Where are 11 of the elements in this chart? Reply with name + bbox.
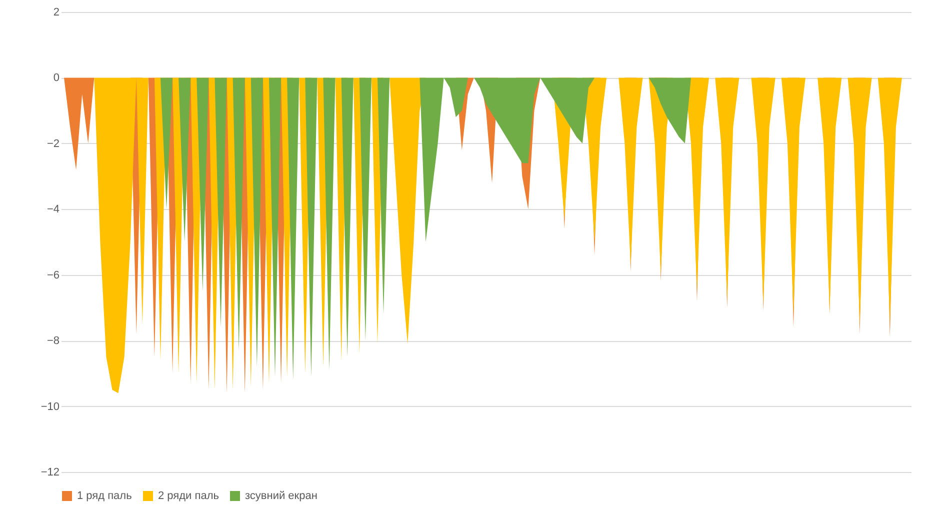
y-tick-label: −8	[46, 335, 60, 348]
y-tick-label: −12	[40, 466, 60, 478]
legend-label: 2 ряди паль	[158, 490, 220, 502]
y-tick-label: −2	[46, 138, 60, 150]
legend-label: зсувний екран	[245, 490, 318, 502]
y-tick-label: −6	[46, 269, 60, 282]
y-tick-label: 0	[53, 72, 60, 84]
y-tick-label: 2	[53, 6, 60, 18]
y-tick-label: −10	[40, 400, 60, 413]
legend-label: 1 ряд паль	[77, 490, 132, 502]
y-tick-label: −4	[46, 204, 60, 216]
